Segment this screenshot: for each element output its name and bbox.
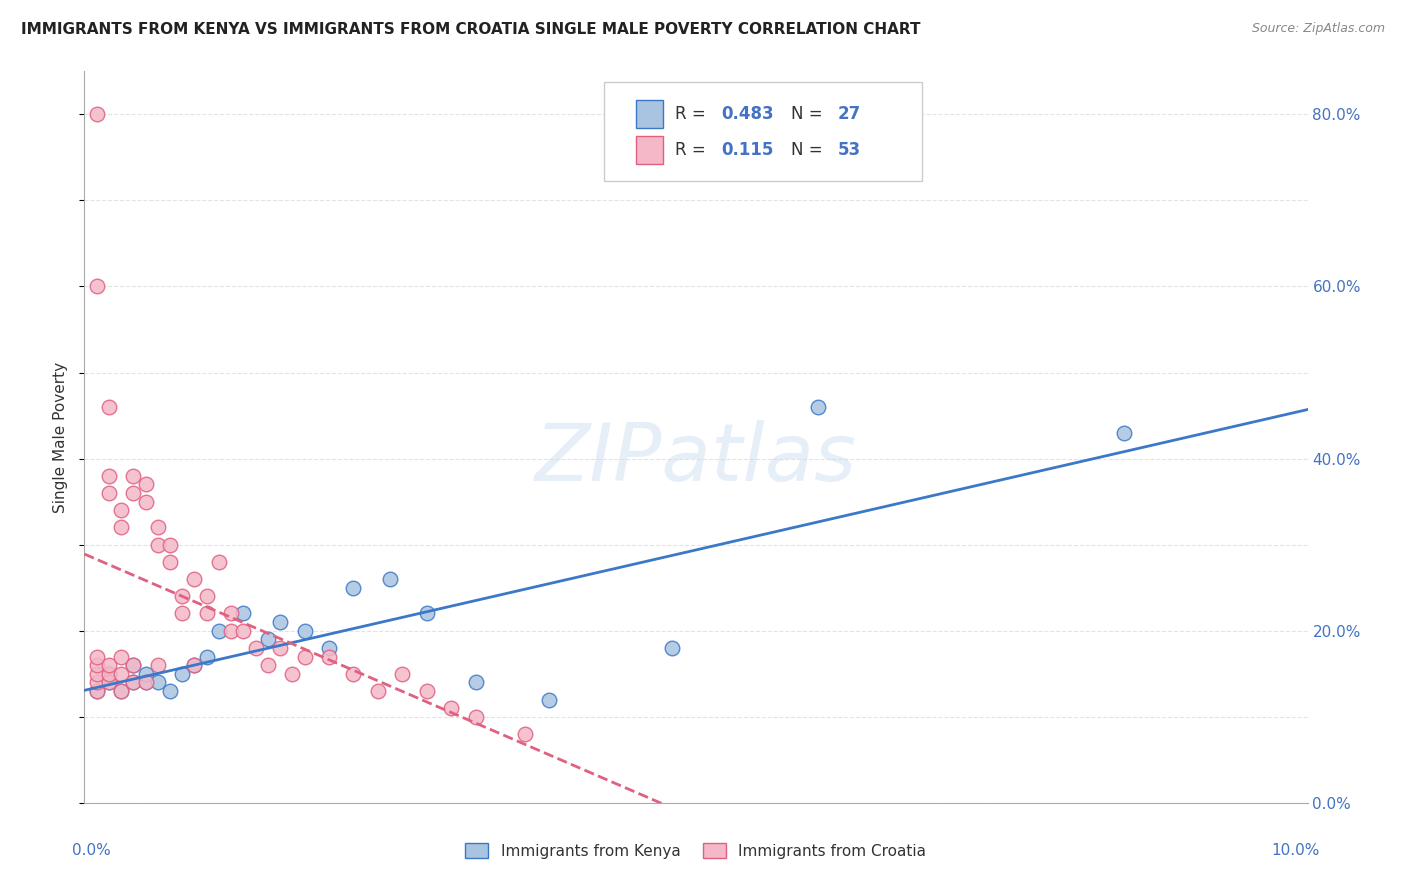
Point (342, 581, 364, 595)
Text: 0.483: 0.483 (721, 104, 775, 123)
Point (269, 640, 291, 655)
Point (183, 658, 205, 673)
Point (86, 658, 108, 673)
Text: 10.0%: 10.0% (1271, 843, 1320, 858)
Point (1114, 425, 1136, 440)
Point (318, 640, 340, 655)
Point (367, 684, 389, 698)
Point (110, 684, 132, 698)
Point (135, 477, 157, 491)
Point (257, 632, 280, 647)
Bar (636, 100, 664, 128)
Point (110, 666, 132, 681)
Point (281, 666, 304, 681)
Point (97, 675, 120, 690)
Point (318, 649, 340, 664)
Text: 53: 53 (838, 141, 860, 159)
Point (416, 684, 439, 698)
Point (391, 666, 413, 681)
Point (110, 503, 132, 517)
Text: N =: N = (792, 104, 828, 123)
Point (97, 666, 120, 681)
Point (538, 692, 561, 706)
Point (135, 675, 157, 690)
Bar (636, 136, 664, 163)
Text: 0.0%: 0.0% (72, 843, 111, 858)
Point (110, 649, 132, 664)
Point (159, 684, 181, 698)
Text: 0.115: 0.115 (721, 141, 775, 159)
Point (208, 555, 231, 569)
Text: IMMIGRANTS FROM KENYA VS IMMIGRANTS FROM CROATIA SINGLE MALE POVERTY CORRELATION: IMMIGRANTS FROM KENYA VS IMMIGRANTS FROM… (21, 22, 921, 37)
Text: 27: 27 (838, 104, 860, 123)
Point (183, 572, 205, 586)
Point (97, 666, 120, 681)
Point (464, 710, 486, 724)
Point (807, 400, 830, 414)
Point (195, 589, 218, 603)
Point (86, 684, 108, 698)
Point (122, 486, 145, 500)
Point (232, 607, 254, 621)
Point (440, 701, 463, 715)
Point (86, 107, 108, 121)
Point (135, 494, 157, 508)
Point (135, 666, 157, 681)
Point (257, 658, 280, 673)
Point (380, 572, 402, 586)
Legend: Immigrants from Kenya, Immigrants from Croatia: Immigrants from Kenya, Immigrants from C… (460, 837, 932, 864)
Point (172, 607, 194, 621)
Point (122, 658, 145, 673)
Point (97, 400, 120, 414)
Text: Source: ZipAtlas.com: Source: ZipAtlas.com (1251, 22, 1385, 36)
Point (464, 675, 486, 690)
Point (172, 589, 194, 603)
Text: ZIPatlas: ZIPatlas (534, 420, 858, 498)
Text: R =: R = (675, 104, 711, 123)
FancyBboxPatch shape (605, 82, 922, 181)
Point (122, 675, 145, 690)
Point (97, 468, 120, 483)
Point (245, 640, 267, 655)
Point (269, 615, 291, 629)
Point (195, 607, 218, 621)
Point (122, 675, 145, 690)
Point (135, 675, 157, 690)
Point (294, 649, 316, 664)
Point (232, 624, 254, 638)
Point (86, 279, 108, 293)
Point (110, 520, 132, 534)
Text: N =: N = (792, 141, 828, 159)
Point (146, 538, 169, 552)
Point (294, 624, 316, 638)
Point (110, 684, 132, 698)
Point (146, 520, 169, 534)
Point (159, 555, 181, 569)
Y-axis label: Single Male Poverty: Single Male Poverty (53, 361, 69, 513)
Point (97, 675, 120, 690)
Point (661, 640, 683, 655)
Point (513, 727, 536, 741)
Point (172, 666, 194, 681)
Point (122, 658, 145, 673)
Point (416, 607, 439, 621)
Point (86, 684, 108, 698)
Point (86, 675, 108, 690)
Point (219, 624, 242, 638)
Point (146, 675, 169, 690)
Point (97, 658, 120, 673)
Point (86, 649, 108, 664)
Text: R =: R = (675, 141, 717, 159)
Point (208, 624, 231, 638)
Point (159, 538, 181, 552)
Point (146, 658, 169, 673)
Point (183, 658, 205, 673)
Point (97, 486, 120, 500)
Point (86, 666, 108, 681)
Point (122, 468, 145, 483)
Point (219, 607, 242, 621)
Point (342, 666, 364, 681)
Point (195, 649, 218, 664)
